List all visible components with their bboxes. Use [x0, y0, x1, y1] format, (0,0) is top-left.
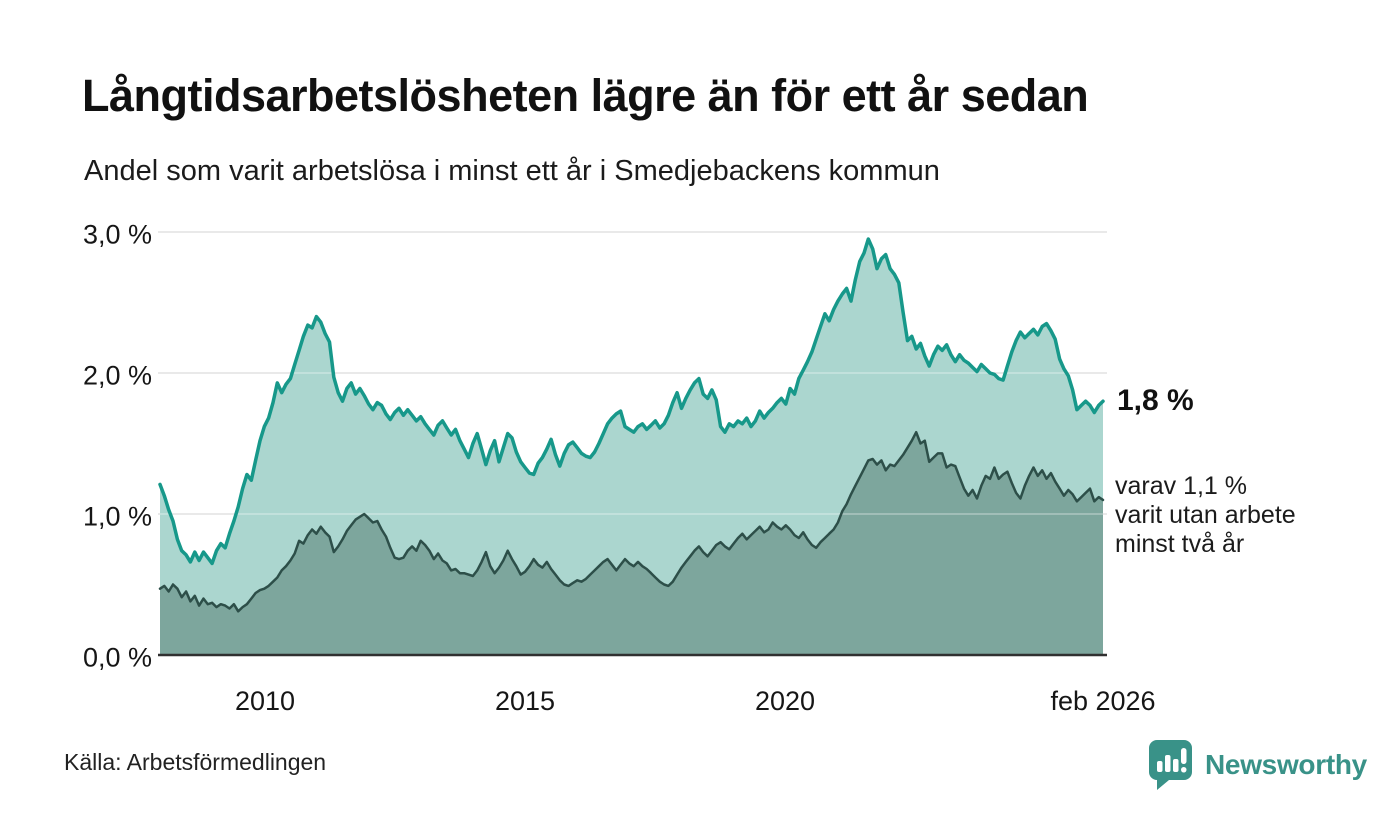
y-axis-tick-0: 0,0 % — [82, 642, 152, 673]
series2-annotation-line3: minst två år — [1115, 530, 1245, 558]
x-axis-tick-2010: 2010 — [234, 686, 296, 716]
newsworthy-logo-text: Newsworthy — [1205, 749, 1367, 780]
source-attribution: Källa: Arbetsförmedlingen — [64, 749, 327, 775]
series2-annotation-line1: varav 1,1 % — [1115, 472, 1248, 500]
newsworthy-logo-icon — [1149, 740, 1192, 790]
page-title: Långtidsarbetslösheten lägre än för ett … — [82, 70, 1089, 121]
y-axis-tick-2: 2,0 % — [82, 360, 152, 391]
x-axis-tick-2020: 2020 — [754, 686, 816, 716]
x-axis-tick-feb-2026: feb 2026 — [1050, 686, 1156, 716]
series2-annotation-line2: varit utan arbete — [1115, 501, 1296, 529]
series1-end-value-label: 1,8 % — [1117, 384, 1194, 417]
page-subtitle: Andel som varit arbetslösa i minst ett å… — [84, 155, 940, 187]
series2-end-annotation: varav 1,1 % varit utan arbete minst två … — [1115, 472, 1296, 559]
newsworthy-logo: Newsworthy — [1147, 739, 1367, 791]
y-axis-tick-3: 3,0 % — [82, 219, 152, 250]
y-axis-tick-1: 1,0 % — [82, 501, 152, 532]
x-axis-tick-2015: 2015 — [494, 686, 556, 716]
